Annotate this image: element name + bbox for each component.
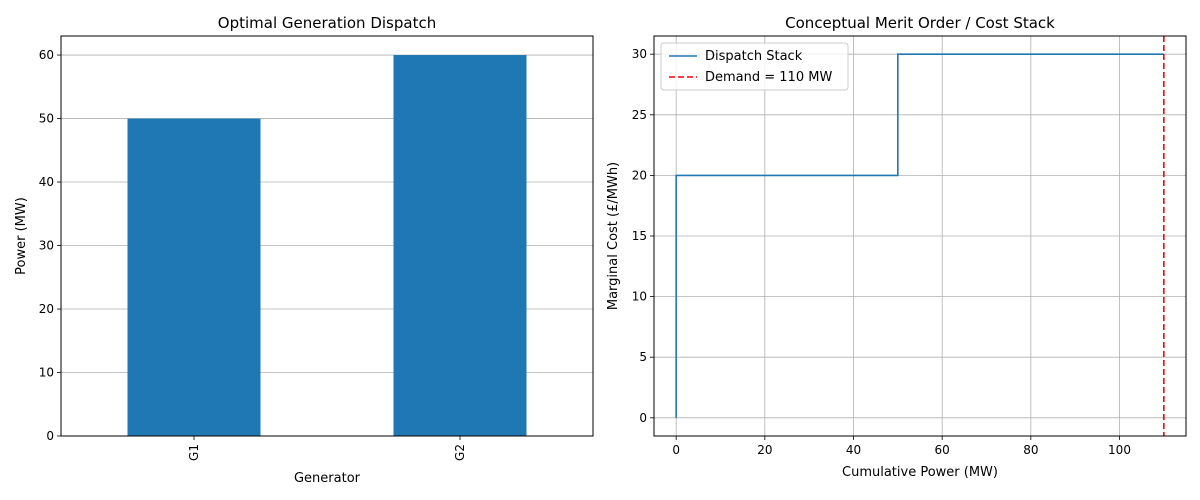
chart2-x-tick-label: 20: [757, 443, 772, 457]
merit-order-chart: 0 5 10 15 20 25 30 0 20 40 60 80 100 Conceptual Meri…: [606, 14, 1187, 480]
chart1-bar-g1: [127, 118, 261, 437]
chart2-y-tick-label: 5: [639, 350, 647, 364]
chart1-y-axis-label: Power (MW): [14, 197, 29, 275]
chart2-y-tick-label: 0: [639, 411, 647, 425]
chart2-series: [675, 36, 1165, 436]
chart1-y-tick-label: 0: [46, 429, 54, 443]
chart2-y-tick-label: 15: [632, 229, 647, 243]
chart1-x-tick-label: G1: [187, 444, 201, 461]
chart2-y-tick-label: 30: [632, 47, 647, 61]
chart1-x-axis-label: Generator: [294, 471, 361, 486]
dispatch-stack-line: [675, 53, 1164, 418]
chart2-x-tick-label: 40: [846, 443, 861, 457]
legend-box: [660, 42, 849, 91]
chart2-x-tick-label: 100: [1108, 443, 1131, 457]
chart2-x-tick-label: 0: [672, 443, 680, 457]
chart2-y-axis-label: Marginal Cost (£/MWh): [606, 162, 621, 310]
chart1-x-tick-label: G2: [453, 444, 467, 461]
chart1-y-tick-label: 10: [39, 366, 54, 380]
chart1-plot-frame: [60, 35, 594, 437]
chart1-y-tick-label: 20: [39, 302, 54, 316]
chart2-ticks: 0 5 10 15 20 25 30 0 20 40 60 80 100: [632, 47, 1131, 457]
chart1-bars: [127, 55, 527, 437]
chart2-legend: Dispatch Stack Demand = 110 MW: [660, 42, 849, 91]
chart1-ticks: 0 10 20 30 40 50 60 G1 G2: [39, 48, 467, 461]
chart2-x-tick-label: 80: [1023, 443, 1038, 457]
chart2-x-axis-label: Cumulative Power (MW): [842, 465, 998, 480]
chart2-y-tick-label: 25: [632, 108, 647, 122]
dispatch-bar-chart: 0 10 20 30 40 50 60 G1 G2 Optimal Generation Dis…: [14, 14, 594, 486]
chart2-title: Conceptual Merit Order / Cost Stack: [785, 14, 1055, 32]
chart2-y-tick-label: 10: [632, 290, 647, 304]
chart1-title: Optimal Generation Dispatch: [218, 14, 436, 32]
chart2-gridlines: [654, 36, 1186, 436]
chart1-y-tick-label: 50: [39, 112, 54, 126]
chart2-y-tick-label: 20: [632, 168, 647, 182]
chart1-y-tick-label: 30: [39, 239, 54, 253]
chart1-y-tick-label: 60: [39, 48, 54, 62]
chart2-x-tick-label: 60: [935, 443, 950, 457]
legend-label-demand: Demand = 110 MW: [705, 70, 832, 85]
chart1-bar-g2: [393, 55, 527, 437]
legend-label-dispatch-stack: Dispatch Stack: [705, 49, 803, 64]
chart1-y-tick-label: 40: [39, 175, 54, 189]
